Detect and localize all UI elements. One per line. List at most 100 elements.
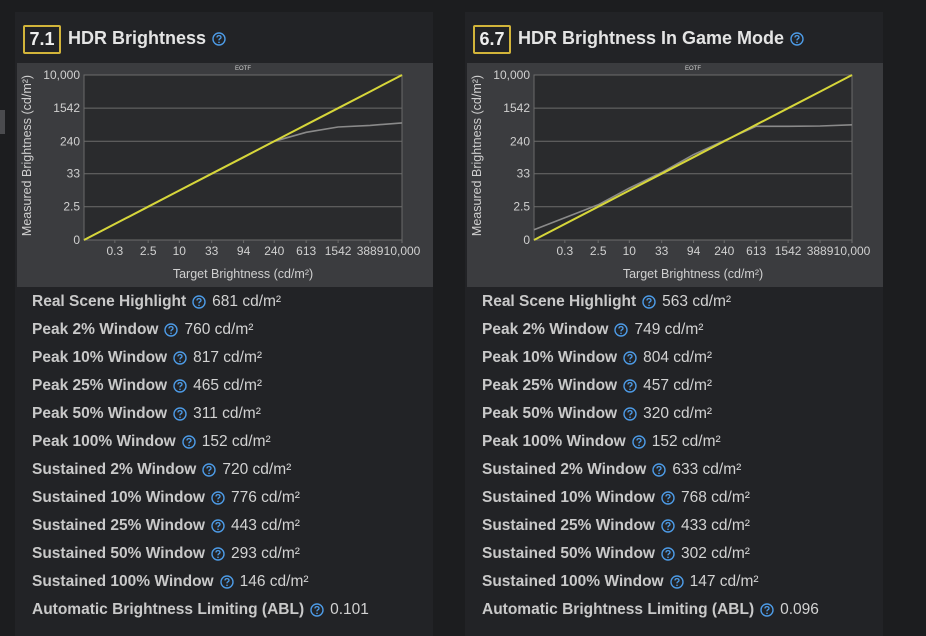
x-axis-label: Target Brightness (cd/m²) [173, 267, 313, 281]
measurement-value: 0.101 [330, 601, 369, 618]
help-icon [661, 519, 675, 533]
measurement-label: Sustained 25% Window [482, 517, 655, 534]
help-circle [623, 379, 637, 393]
help-glyph [764, 605, 770, 612]
y-tick-label: 10,000 [43, 68, 80, 82]
measurement-label: Real Scene Highlight [482, 293, 637, 310]
help-dot [208, 472, 211, 475]
measurement-value: 563 cd/m² [662, 293, 732, 310]
panel-title: HDR Brightness [68, 28, 226, 49]
help-glyph [646, 297, 652, 304]
side-tab [0, 110, 5, 134]
measurement-label: Peak 100% Window [482, 433, 626, 450]
measurement-row: Sustained 25% Window 443 cd/m² [32, 516, 300, 536]
help-circle [632, 435, 646, 449]
measurement-value: 457 cd/m² [643, 377, 713, 394]
help-circle [661, 491, 675, 505]
measurement-row: Sustained 100% Window 146 cd/m² [32, 572, 309, 592]
series-line [533, 74, 853, 241]
chart-title: EOTF [235, 66, 251, 72]
help-glyph [216, 34, 222, 40]
help-circle [661, 547, 675, 561]
measurement-value: 0.096 [780, 601, 819, 618]
eotf-chart: EOTF 0 2.5 33 240 1542 10,000 0.3 2.5 10 33 94 240 61… [17, 63, 433, 287]
measurement-label: Peak 10% Window [482, 349, 618, 366]
help-circle [642, 295, 656, 309]
x-tick-label: 0.3 [107, 244, 124, 258]
help-dot [316, 612, 318, 615]
x-tick-label: 33 [655, 244, 669, 258]
y-axis-label: Measured Brightness (cd/m²) [20, 75, 34, 236]
help-glyph [177, 381, 183, 388]
measurement-value: 760 cd/m² [184, 321, 254, 338]
measurement-value: 302 cd/m² [680, 545, 750, 562]
panel-title: HDR Brightness In Game Mode [518, 28, 804, 49]
measurement-row: Peak 25% Window 465 cd/m² [32, 376, 262, 396]
help-circle [173, 351, 187, 365]
measurement-value: 146 cd/m² [239, 573, 309, 590]
x-tick-label: 613 [746, 244, 766, 258]
help-circle [219, 575, 234, 589]
help-glyph [665, 493, 671, 500]
y-tick-label: 33 [67, 167, 81, 181]
measurement-value: 465 cd/m² [193, 377, 263, 394]
help-glyph [177, 409, 183, 416]
help-circle [192, 295, 206, 309]
help-icon [623, 407, 637, 421]
measurement-row: Sustained 50% Window 302 cd/m² [482, 544, 750, 564]
help-icon [173, 407, 187, 421]
title-text: HDR Brightness In Game Mode [518, 28, 785, 48]
help-icon [212, 31, 226, 46]
help-icon [632, 435, 646, 449]
help-circle [202, 463, 217, 477]
help-glyph [656, 465, 663, 472]
help-circle [652, 463, 667, 477]
measurement-value: 749 cd/m² [634, 321, 704, 338]
help-icon [219, 575, 234, 589]
help-glyph [627, 381, 633, 388]
help-icon [760, 603, 774, 617]
measurement-value: 768 cd/m² [680, 489, 750, 506]
series-line [533, 124, 853, 231]
measurement-label: Peak 10% Window [32, 349, 168, 366]
x-tick-label: 1542 [325, 244, 352, 258]
x-tick-label: 613 [296, 244, 316, 258]
help-circle [211, 519, 225, 533]
help-circle [661, 519, 675, 533]
help-icon [182, 435, 196, 449]
help-circle [173, 407, 187, 421]
help-icon [211, 491, 225, 505]
x-tick-label: 94 [687, 244, 701, 258]
help-glyph [636, 437, 642, 444]
help-circle [623, 351, 637, 365]
help-icon [211, 547, 225, 561]
eotf-chart: EOTF 0 2.5 33 240 1542 10,000 0.3 2.5 10 33 94 240 61… [467, 63, 883, 287]
measurement-value: 817 cd/m² [193, 349, 263, 366]
help-dot [658, 472, 661, 475]
help-dot [218, 41, 220, 43]
measurement-row: Peak 50% Window 311 cd/m² [32, 404, 261, 424]
help-dot [179, 360, 181, 363]
help-glyph [794, 34, 800, 40]
help-glyph [665, 549, 671, 556]
x-tick-label: 10,000 [834, 244, 871, 258]
help-glyph [665, 521, 671, 528]
help-icon [661, 547, 675, 561]
x-axis-label: Target Brightness (cd/m²) [623, 267, 763, 281]
help-glyph [223, 577, 230, 584]
measurement-row: Automatic Brightness Limiting (ABL) 0.101 [32, 600, 369, 620]
help-dot [629, 360, 631, 363]
measurement-value: 776 cd/m² [230, 489, 300, 506]
x-tick-label: 2.5 [140, 244, 157, 258]
help-dot [225, 584, 228, 587]
measurement-label: Sustained 50% Window [482, 545, 655, 562]
title-text: HDR Brightness [68, 28, 207, 48]
help-dot [629, 388, 631, 391]
help-icon [614, 323, 629, 337]
y-tick-label: 0 [73, 233, 80, 247]
measurement-row: Sustained 100% Window 147 cd/m² [482, 572, 759, 592]
y-tick-label: 240 [510, 134, 530, 148]
measurement-label: Sustained 100% Window [32, 573, 214, 590]
y-tick-label: 0 [523, 233, 530, 247]
